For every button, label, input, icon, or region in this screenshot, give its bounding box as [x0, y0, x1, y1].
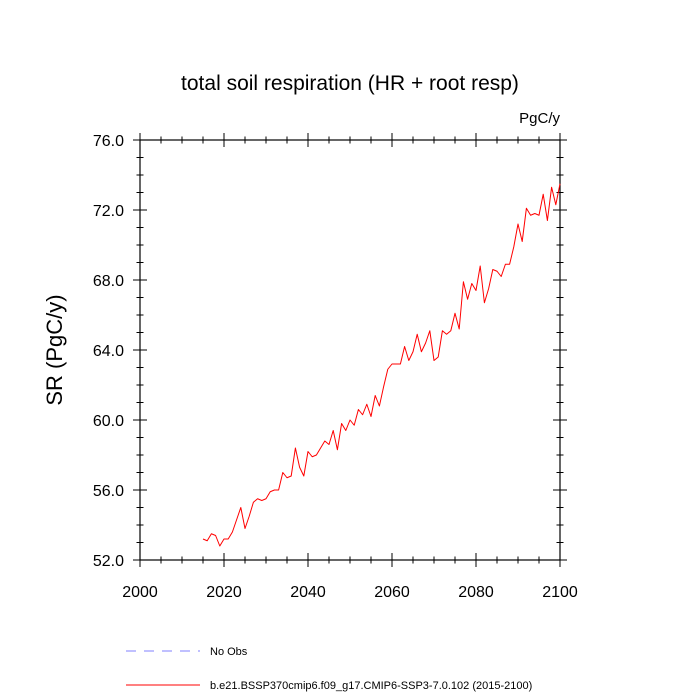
series-line [202, 183, 561, 547]
y-tick-label: 76.0 [93, 133, 124, 150]
x-tick-label: 2020 [206, 584, 242, 601]
x-tick-label: 2060 [374, 584, 410, 601]
y-tick-label: 64.0 [93, 343, 124, 360]
y-tick-label: 52.0 [93, 553, 124, 570]
y-tick-label: 60.0 [93, 413, 124, 430]
y-tick-label: 68.0 [93, 273, 124, 290]
series-layer [202, 183, 561, 547]
axis-tick-labels: 2000 2020 2040 2060 2080 2100 52.0 56.0 60.0 64.0… [93, 133, 578, 601]
y-tick-label: 72.0 [93, 203, 124, 220]
x-tick-label: 2080 [458, 584, 494, 601]
legend: No Obs b.e21.BSSP370cmip6.f09_g17.CMIP6-S… [126, 646, 532, 692]
x-tick-label: 2100 [542, 584, 578, 601]
y-tick-label: 56.0 [93, 483, 124, 500]
units-label: PgC/y [519, 110, 560, 127]
legend-label: b.e21.BSSP370cmip6.f09_g17.CMIP6-SSP3-7.… [210, 680, 532, 692]
x-tick-label: 2000 [122, 584, 158, 601]
plot-frame [139, 139, 561, 561]
x-tick-label: 2040 [290, 584, 326, 601]
axis-ticks [133, 133, 567, 567]
legend-label: No Obs [210, 646, 248, 658]
chart-title: total soil respiration (HR + root resp) [181, 72, 519, 95]
y-axis-label: SR (PgC/y) [42, 294, 67, 405]
